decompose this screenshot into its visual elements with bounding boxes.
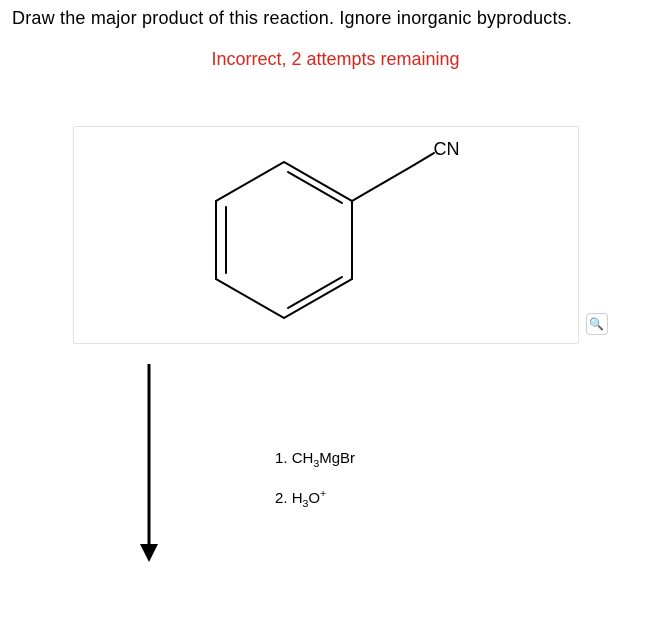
zoom-button[interactable]: 🔍 (586, 313, 608, 335)
reagent-1: 1. CH3MgBr (275, 450, 355, 470)
reagent-list: 1. CH3MgBr 2. H3O+ (275, 450, 355, 528)
substituent-label-cn: CN (434, 139, 460, 160)
reagent-2: 2. H3O+ (275, 488, 355, 510)
reagent-1-index: 1. (275, 450, 288, 467)
reagent-2-index: 2. (275, 490, 288, 507)
reaction-arrow-region: 1. CH3MgBr 2. H3O+ (0, 364, 671, 574)
reagent-1-formula: CH3MgBr (292, 450, 355, 467)
question-prompt: Draw the major product of this reaction.… (0, 0, 671, 33)
molecule-benzene-cn (184, 135, 464, 340)
magnifier-icon: 🔍 (589, 317, 604, 331)
reagent-2-formula: H3O+ (292, 490, 327, 507)
structure-display-box: CN 🔍 (73, 126, 579, 344)
reaction-down-arrow (137, 364, 161, 564)
feedback-message: Incorrect, 2 attempts remaining (0, 49, 671, 70)
